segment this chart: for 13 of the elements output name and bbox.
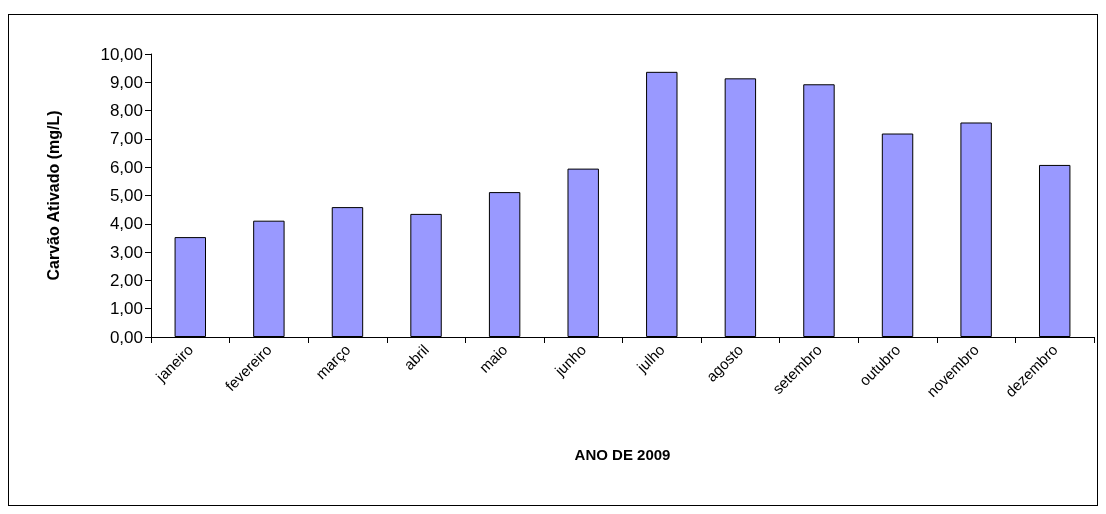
y-tick-label: 5,00 xyxy=(109,186,143,205)
y-tick-label: 2,00 xyxy=(109,270,143,290)
y-tick-label: 3,00 xyxy=(109,242,143,262)
y-tick-label: 7,00 xyxy=(109,129,143,149)
y-axis-title: Carvão Ativado (mg/L) xyxy=(44,110,62,281)
y-tick-label: 10,00 xyxy=(100,44,143,64)
y-tick-label: 1,00 xyxy=(109,299,143,319)
x-axis-title: ANO DE 2009 xyxy=(574,446,671,463)
y-tick-label: 8,00 xyxy=(109,101,143,121)
y-tick-label: 4,00 xyxy=(109,214,143,234)
y-tick-label: 9,00 xyxy=(109,72,143,92)
y-tick-label: 0,00 xyxy=(109,327,143,347)
y-tick-label: 6,00 xyxy=(109,157,143,177)
